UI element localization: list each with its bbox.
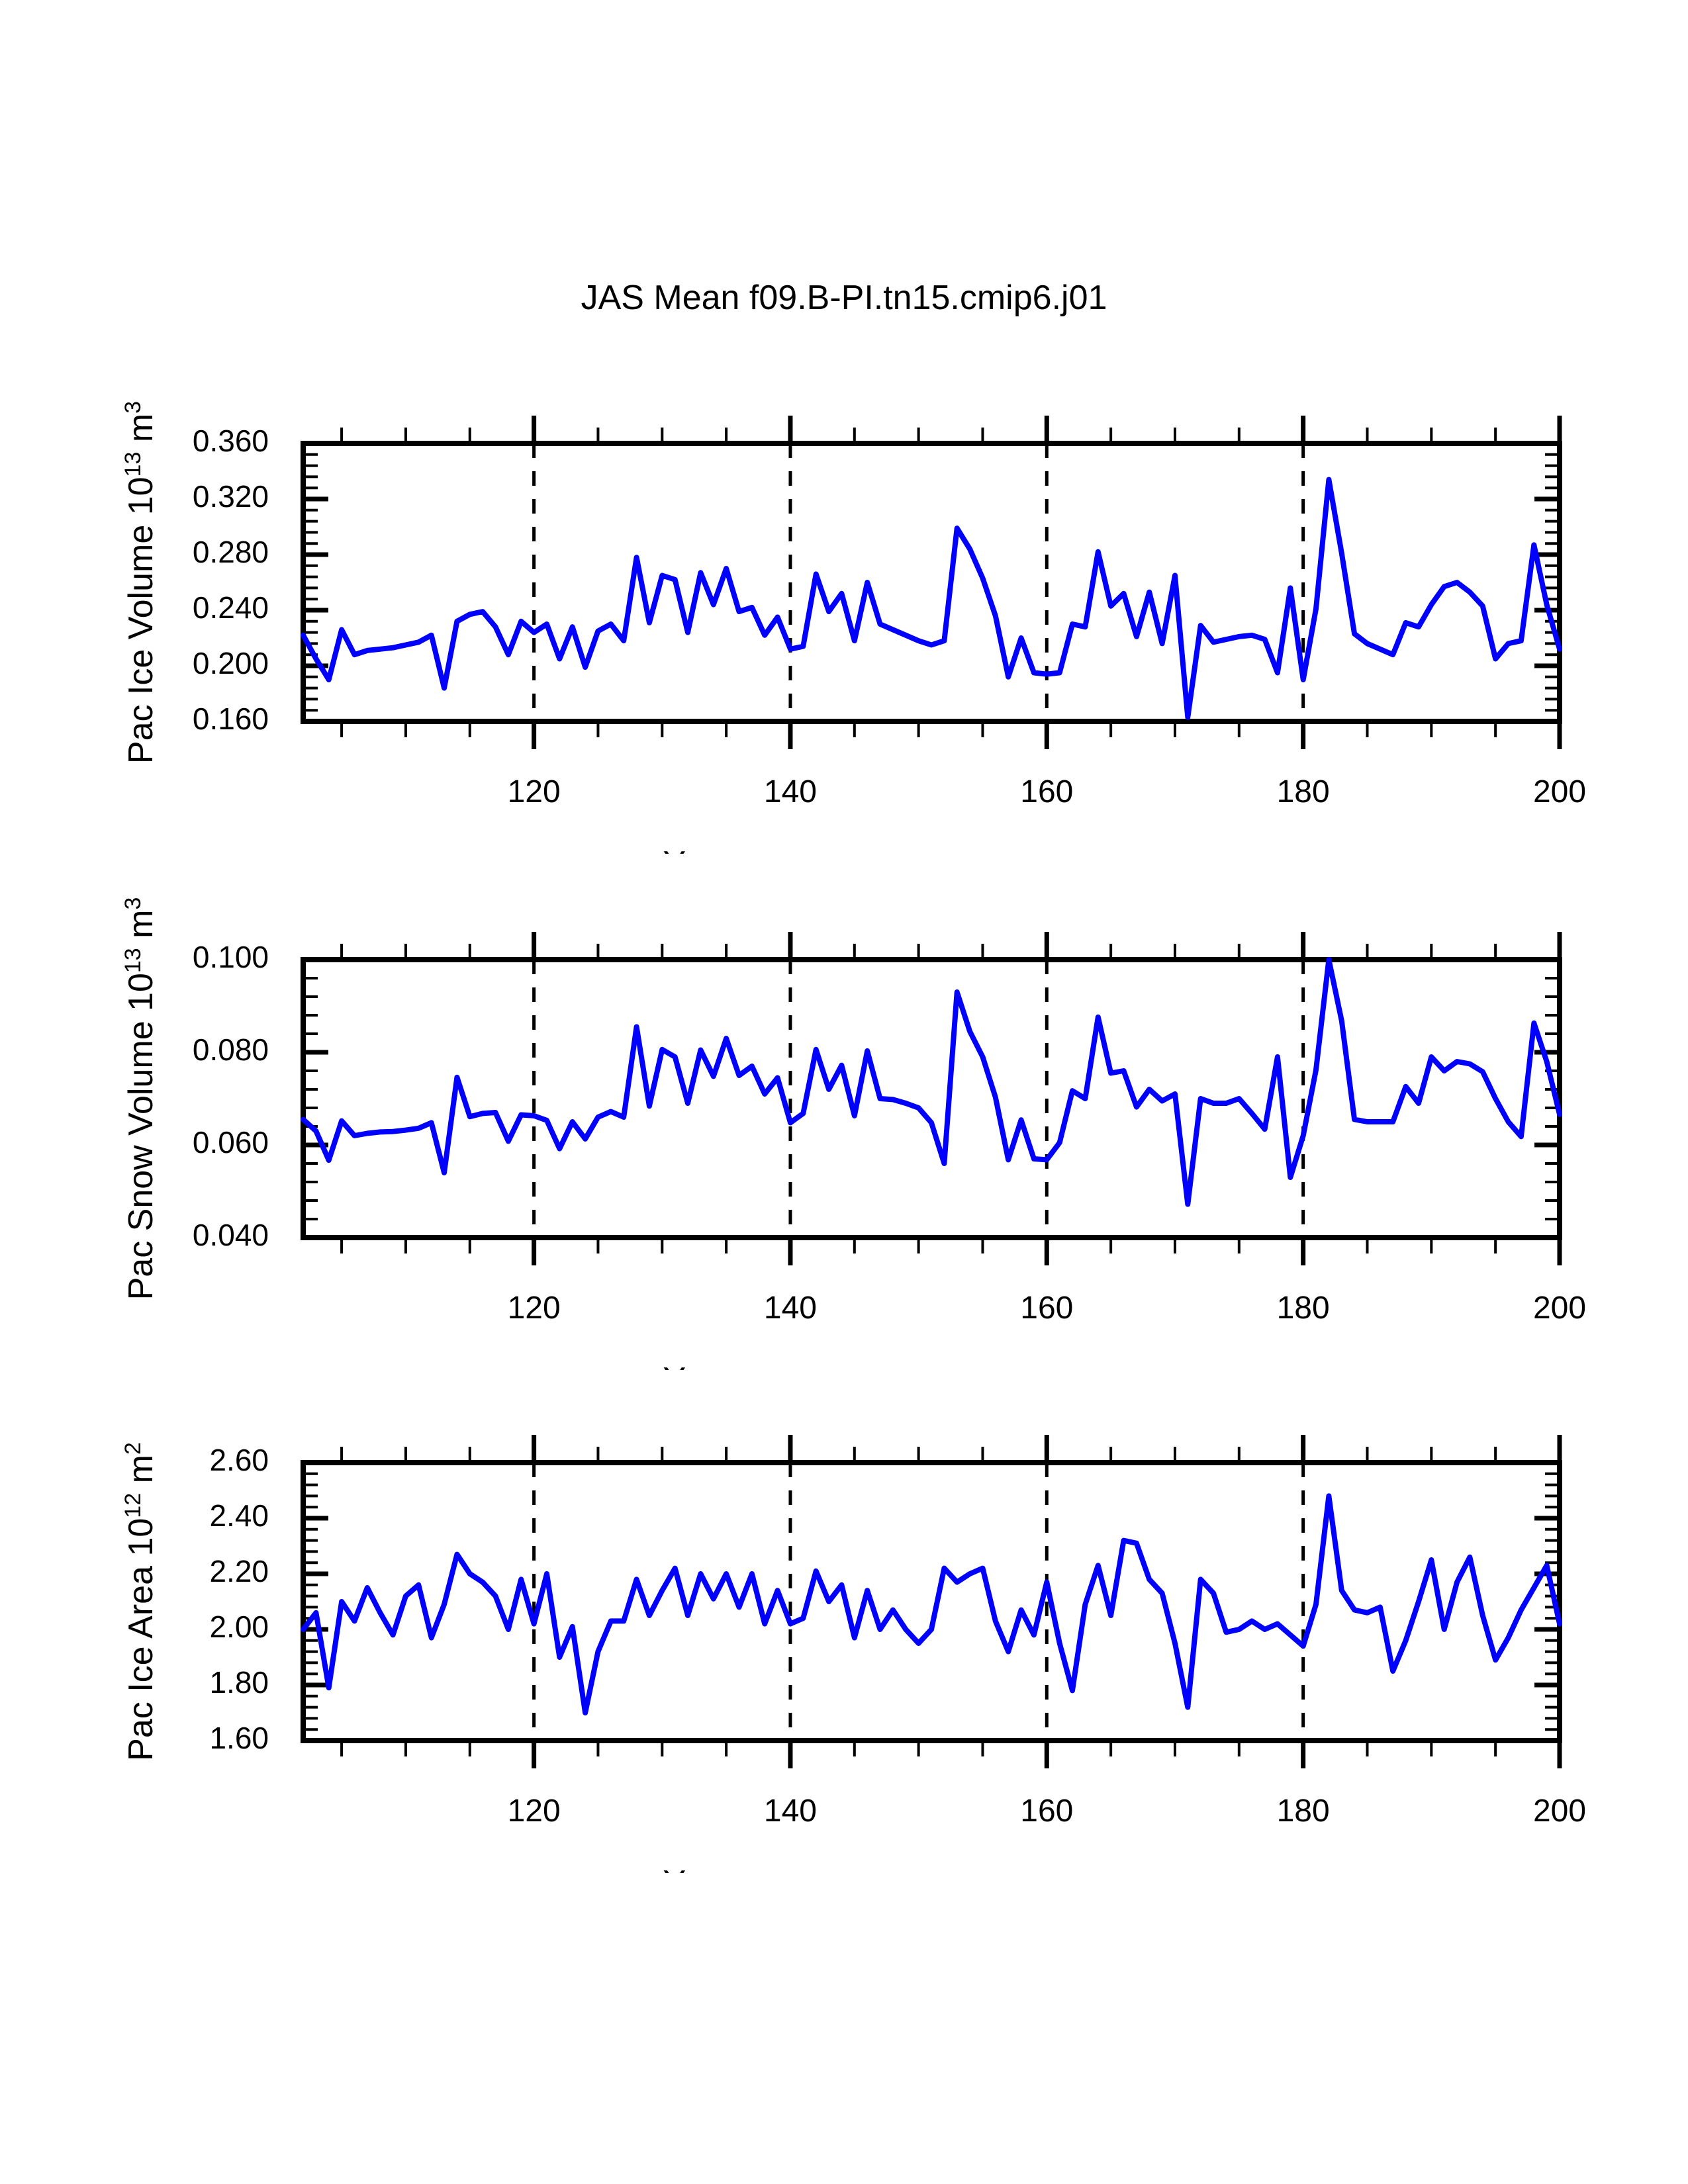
xtick-label: 160 — [1020, 1794, 1073, 1829]
data-series-line — [301, 477, 1562, 720]
ytick-label: 0.100 — [193, 940, 269, 974]
xtick-label: 200 — [1533, 1794, 1586, 1829]
ytick-label: 1.60 — [209, 1721, 269, 1755]
ytick-label: 0.200 — [193, 646, 269, 680]
ytick-label: 2.60 — [209, 1443, 269, 1477]
xtick-label: 180 — [1277, 1291, 1330, 1326]
ytick-label: 0.240 — [193, 590, 269, 625]
xtick-label: 200 — [1533, 1291, 1586, 1326]
xtick-label: 180 — [1277, 1794, 1330, 1829]
xtick-label: 140 — [764, 1794, 817, 1829]
ytick-label: 1.80 — [209, 1665, 269, 1700]
xtick-label: 120 — [508, 1291, 561, 1326]
ytick-label: 0.080 — [193, 1032, 269, 1067]
xtick-label: 160 — [1020, 774, 1073, 809]
ytick-label: 0.060 — [193, 1125, 269, 1160]
ytick-label: 2.00 — [209, 1610, 269, 1644]
figure-title: JAS Mean f09.B-PI.tn15.cmip6.j01 — [581, 279, 1107, 317]
plot-frame — [301, 957, 1562, 1240]
xtick-label: 140 — [764, 1291, 817, 1326]
yaxis-title: Pac Ice Volume 1013 m3 — [120, 401, 160, 764]
xtick-label: 160 — [1020, 1291, 1073, 1326]
ytick-label: 0.360 — [193, 424, 269, 458]
xtick-label: 140 — [764, 774, 817, 809]
panel-pac-ice-area: 2.60 2.40 2.20 2.00 1.80 1.60 120 140 160 180 200 Y… — [0, 1390, 1688, 1873]
xtick-label: 200 — [1533, 774, 1586, 809]
xtick-label: 120 — [508, 1794, 561, 1829]
plot-frame — [301, 1460, 1562, 1743]
yaxis-title: Pac Ice Area 1012 m2 — [120, 1442, 160, 1761]
data-series-line — [301, 957, 1562, 1207]
yaxis-title: Pac Snow Volume 1013 m3 — [120, 897, 160, 1300]
panel-pac-ice-volume: 0.360 0.320 0.280 0.240 0.200 0.160 120 140 160 1… — [0, 371, 1688, 854]
ytick-label: 0.160 — [193, 702, 269, 736]
chart-pac-ice-area: 2.60 2.40 2.20 2.00 1.80 1.60 120 140 160 180 200 Y… — [120, 1435, 1586, 1873]
data-series-line — [301, 1493, 1562, 1715]
ytick-label: 0.320 — [193, 479, 269, 514]
chart-pac-snow-volume: 0.100 0.080 0.060 0.040 120 140 160 180 200 Years… — [120, 897, 1586, 1370]
ytick-label: 2.40 — [209, 1498, 269, 1533]
xaxis-title: Years — [663, 1361, 749, 1370]
plot-frame — [301, 441, 1562, 724]
xaxis-title: Years — [663, 844, 749, 854]
xtick-label: 120 — [508, 774, 561, 809]
panel-pac-snow-volume: 0.100 0.080 0.060 0.040 120 140 160 180 200 Years… — [0, 887, 1688, 1370]
xaxis-title: Years — [663, 1864, 749, 1873]
ytick-label: 0.280 — [193, 535, 269, 569]
ytick-label: 0.040 — [193, 1218, 269, 1252]
xtick-label: 180 — [1277, 774, 1330, 809]
chart-pac-ice-volume: 0.360 0.320 0.280 0.240 0.200 0.160 120 140 160 1… — [120, 401, 1586, 854]
ytick-label: 2.20 — [209, 1554, 269, 1588]
